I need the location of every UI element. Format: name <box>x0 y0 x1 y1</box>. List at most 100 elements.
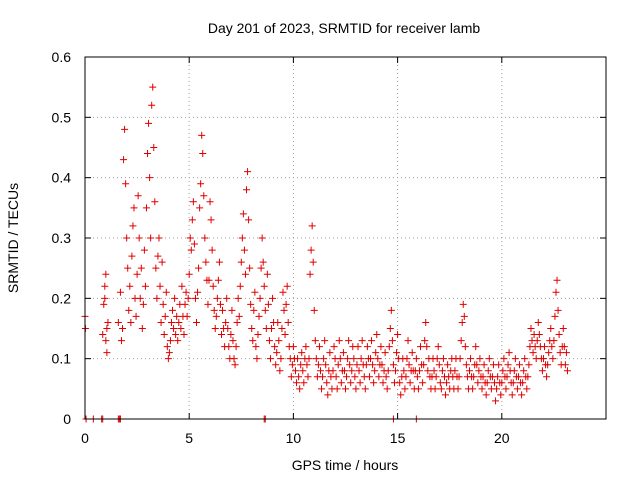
data-point <box>384 367 392 375</box>
data-point <box>511 355 519 363</box>
data-point <box>147 234 155 242</box>
data-point <box>103 325 111 332</box>
data-point <box>535 331 543 339</box>
x-tick-label: 5 <box>185 430 193 446</box>
data-point <box>188 216 196 224</box>
data-point <box>212 312 220 320</box>
data-point <box>438 367 446 375</box>
data-point <box>204 300 212 308</box>
data-point <box>192 318 200 326</box>
data-point <box>190 240 198 248</box>
data-point <box>516 361 524 369</box>
data-point <box>207 216 215 224</box>
data-point <box>437 385 445 393</box>
data-point <box>114 318 122 326</box>
data-point <box>405 361 413 369</box>
data-point <box>102 337 110 345</box>
data-point <box>99 331 107 339</box>
data-point <box>167 318 175 326</box>
data-point <box>264 300 272 308</box>
data-point <box>394 331 402 339</box>
data-point <box>502 385 510 393</box>
data-point <box>240 246 248 254</box>
data-point <box>473 361 481 369</box>
data-point <box>206 198 214 206</box>
data-point <box>469 385 477 393</box>
data-point <box>479 373 487 381</box>
data-point <box>132 312 140 320</box>
data-point <box>347 379 355 387</box>
data-point <box>125 306 133 314</box>
data-point <box>332 373 340 381</box>
data-point <box>282 300 290 308</box>
y-tick-label: 0.6 <box>52 49 72 65</box>
data-point <box>548 343 556 351</box>
data-point <box>323 379 331 387</box>
data-point <box>201 234 209 242</box>
data-point <box>306 270 314 278</box>
data-point <box>101 294 109 302</box>
data-point <box>138 325 146 332</box>
data-point <box>100 300 108 308</box>
grid <box>85 57 606 419</box>
data-point <box>275 337 283 345</box>
chart-title: Day 201 of 2023, SRMTID for receiver lam… <box>208 20 481 36</box>
data-point <box>457 337 465 345</box>
data-point <box>210 306 218 314</box>
data-point <box>362 361 370 369</box>
data-point <box>311 337 319 345</box>
data-point <box>163 343 171 351</box>
data-point <box>480 361 488 369</box>
data-point <box>198 131 206 139</box>
data-point <box>312 355 320 363</box>
data-point <box>139 300 147 308</box>
data-point <box>166 337 174 345</box>
data-point <box>162 288 170 296</box>
data-point <box>552 288 560 296</box>
data-point <box>353 361 361 369</box>
data-point <box>260 282 268 290</box>
data-point <box>371 367 379 375</box>
data-point <box>563 367 571 375</box>
data-point <box>497 391 505 399</box>
data-point <box>170 325 178 332</box>
data-point <box>412 355 420 363</box>
data-point <box>556 349 564 357</box>
data-point <box>195 264 203 272</box>
data-point <box>252 343 260 351</box>
data-point <box>431 385 439 393</box>
data-point <box>320 355 328 363</box>
data-point <box>415 367 423 375</box>
data-point <box>318 385 326 393</box>
data-point <box>465 367 473 375</box>
data-point <box>244 168 252 176</box>
data-point <box>102 270 110 278</box>
data-point <box>180 331 188 339</box>
data-point <box>233 318 241 326</box>
data-point <box>385 343 393 351</box>
data-point <box>406 379 414 387</box>
data-point <box>104 318 112 326</box>
data-point <box>200 192 208 200</box>
data-point <box>478 385 486 393</box>
data-point <box>142 204 150 212</box>
data-point <box>513 385 521 393</box>
data-point <box>161 312 169 320</box>
data-point <box>355 367 363 375</box>
data-point <box>550 337 558 345</box>
data-point <box>307 246 315 254</box>
data-point <box>255 312 263 320</box>
data-point <box>181 300 189 308</box>
data-point <box>433 355 441 363</box>
data-point <box>403 355 411 363</box>
data-point <box>304 373 312 381</box>
data-point <box>343 373 351 381</box>
data-point <box>419 379 427 387</box>
data-point <box>533 337 541 345</box>
data-point <box>484 367 492 375</box>
data-point <box>250 306 258 314</box>
data-point <box>245 216 253 224</box>
data-point <box>257 264 265 272</box>
data-point <box>134 192 142 200</box>
data-point <box>560 343 568 351</box>
